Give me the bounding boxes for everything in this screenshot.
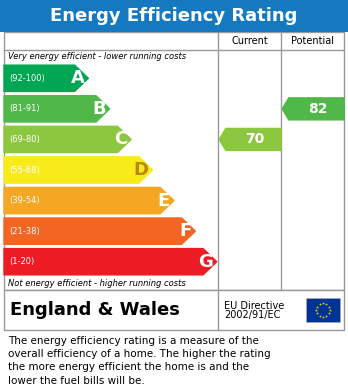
Text: England & Wales: England & Wales (10, 301, 180, 319)
Text: F: F (179, 222, 191, 240)
Polygon shape (4, 249, 217, 275)
Text: (1-20): (1-20) (9, 257, 34, 266)
Polygon shape (219, 128, 281, 151)
Text: Current: Current (231, 36, 268, 46)
Text: (55-68): (55-68) (9, 165, 40, 174)
Text: (21-38): (21-38) (9, 227, 40, 236)
Polygon shape (4, 65, 88, 91)
Text: (81-91): (81-91) (9, 104, 40, 113)
Text: Potential: Potential (291, 36, 334, 46)
Polygon shape (4, 126, 131, 152)
Text: 2002/91/EC: 2002/91/EC (224, 310, 280, 320)
Text: (69-80): (69-80) (9, 135, 40, 144)
Text: E: E (158, 192, 170, 210)
Text: EU Directive: EU Directive (224, 301, 284, 311)
Text: (92-100): (92-100) (9, 74, 45, 83)
Text: D: D (134, 161, 149, 179)
Polygon shape (282, 98, 344, 120)
Polygon shape (4, 96, 110, 122)
Text: 82: 82 (308, 102, 327, 116)
Text: A: A (71, 69, 84, 87)
Polygon shape (4, 187, 174, 214)
Bar (0, 0, 348, 32)
Bar (4, 290, 344, 330)
Text: Very energy efficient - lower running costs: Very energy efficient - lower running co… (8, 52, 186, 61)
Text: B: B (92, 100, 106, 118)
Polygon shape (4, 157, 152, 183)
Text: 70: 70 (245, 133, 264, 146)
Polygon shape (4, 218, 195, 244)
Text: Not energy efficient - higher running costs: Not energy efficient - higher running co… (8, 279, 186, 288)
Text: G: G (198, 253, 213, 271)
Bar (306, 298, 340, 322)
Text: (39-54): (39-54) (9, 196, 40, 205)
Text: C: C (114, 131, 127, 149)
Bar (4, 32, 344, 290)
Text: Energy Efficiency Rating: Energy Efficiency Rating (50, 7, 298, 25)
Text: The energy efficiency rating is a measure of the
overall efficiency of a home. T: The energy efficiency rating is a measur… (8, 336, 271, 386)
